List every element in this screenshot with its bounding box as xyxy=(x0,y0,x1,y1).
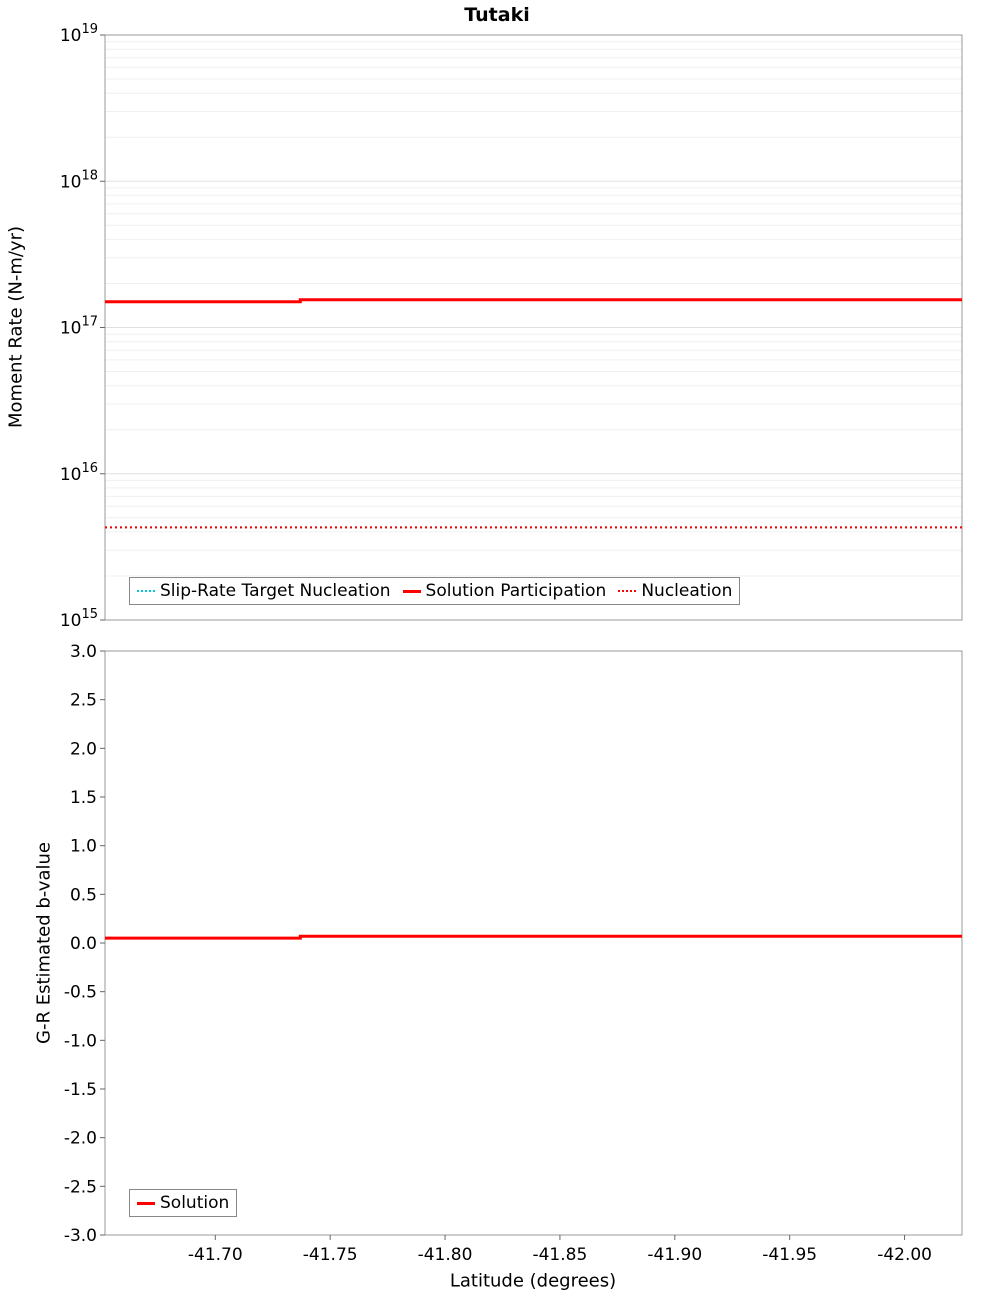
y-tick-label: 1018 xyxy=(60,168,98,192)
series-solution xyxy=(105,934,962,940)
plot-background xyxy=(105,651,962,1235)
legend-swatch-solution-participation xyxy=(402,589,421,593)
legend-top: Slip-Rate Target Nucleation Solution Par… xyxy=(129,577,741,605)
y-tick-label: -1.5 xyxy=(64,1080,97,1100)
y-tick-label: -2.0 xyxy=(64,1129,97,1149)
legend-swatch-nucleation xyxy=(618,590,637,592)
chart-area-1: -3.0 -2.5 -2.0 -1.5 -1.0 -0.5 0.0 0.5 1.0 1.5 2.0 2… xyxy=(64,642,963,1265)
legend-label-nucleation: Nucleation xyxy=(641,581,733,601)
y-tick-label: -3.0 xyxy=(64,1226,97,1246)
x-axis-ticks: -41.70 -41.75 -41.80 -41.85 -41.90 -41.95 -42.… xyxy=(188,1235,932,1265)
y-tick-label: 1.0 xyxy=(70,837,97,857)
y-tick-label: 1019 xyxy=(60,22,98,46)
x-tick-label: -41.85 xyxy=(532,1245,587,1265)
y-axis-ticks: 1015 1016 1017 1018 1019 xyxy=(60,22,105,631)
y-tick-label: 3.0 xyxy=(70,642,97,662)
y-axis-label-b-value: G-R Estimated b-value xyxy=(33,842,55,1044)
x-axis-label-latitude: Latitude (degrees) xyxy=(449,1270,617,1292)
y-tick-label: -1.0 xyxy=(64,1031,97,1051)
y-tick-label: 2.5 xyxy=(70,691,97,711)
chart-area-0: 1015 1016 1017 1018 1019 xyxy=(60,22,963,631)
series-solution-participation xyxy=(105,298,962,304)
y-tick-label: 0.5 xyxy=(70,885,97,905)
gridlines xyxy=(105,41,962,577)
x-tick-label: -41.95 xyxy=(762,1245,817,1265)
y-axis-label-moment-rate: Moment Rate (N-m/yr) xyxy=(5,226,27,428)
x-tick-label: -41.80 xyxy=(418,1245,473,1265)
y-tick-label: 1.5 xyxy=(70,788,97,808)
y-tick-label: 1015 xyxy=(60,607,98,631)
legend-swatch-slip-rate-target-nucleation xyxy=(137,590,155,592)
y-tick-label: -0.5 xyxy=(64,983,97,1003)
y-axis-ticks: -3.0 -2.5 -2.0 -1.5 -1.0 -0.5 0.0 0.5 1.0 1.5 2.0 2… xyxy=(64,642,105,1246)
y-tick-label: 1017 xyxy=(60,315,98,339)
legend-label-slip-rate-target-nucleation: Slip-Rate Target Nucleation xyxy=(160,581,391,601)
legend-label-solution-participation: Solution Participation xyxy=(425,581,607,601)
chart-title: Tutaki xyxy=(464,4,530,26)
x-tick-label: -41.70 xyxy=(188,1245,243,1265)
x-tick-label: -42.00 xyxy=(877,1245,932,1265)
x-tick-label: -41.90 xyxy=(647,1245,702,1265)
y-tick-label: 1016 xyxy=(60,461,98,485)
y-tick-label: -2.5 xyxy=(64,1177,97,1197)
legend-bottom: Solution xyxy=(129,1189,238,1217)
x-tick-label: -41.75 xyxy=(303,1245,358,1265)
y-tick-label: 2.0 xyxy=(70,739,97,759)
legend-swatch-solution xyxy=(137,1201,155,1205)
y-tick-label: 0.0 xyxy=(70,934,97,954)
legend-label-solution: Solution xyxy=(160,1193,230,1213)
